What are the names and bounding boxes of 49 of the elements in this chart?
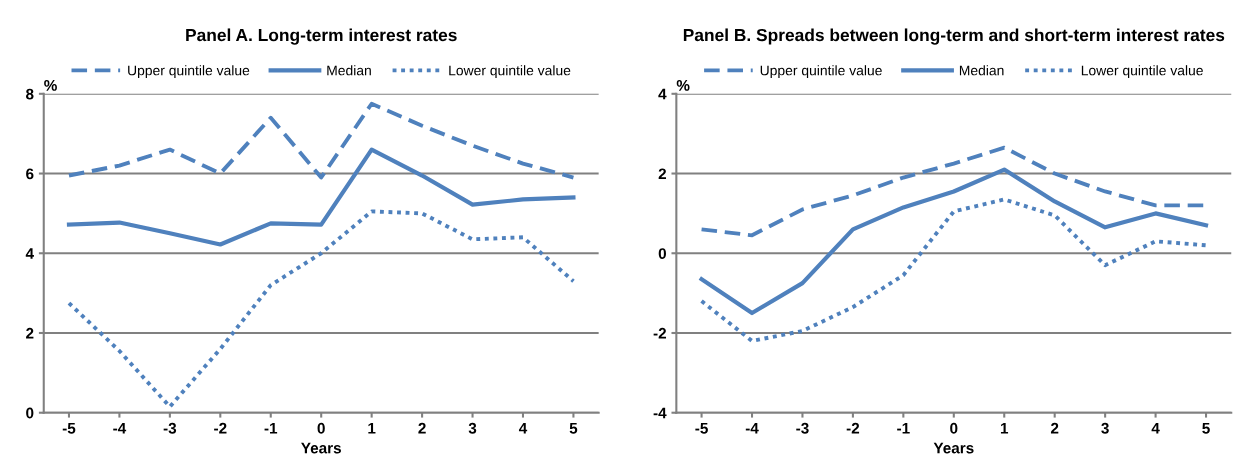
line-series <box>699 167 1209 316</box>
x-tick-label: -2 <box>214 422 227 434</box>
legend-label: Upper quintile value <box>128 65 250 79</box>
x-tick-label: -3 <box>796 422 809 434</box>
x-tick-label: -2 <box>846 422 860 434</box>
x-tick-label: 3 <box>468 422 477 434</box>
line-series <box>67 101 576 180</box>
x-tick-label: 1 <box>368 423 376 434</box>
x-tick-label: 5 <box>569 423 578 434</box>
y-tick-label: 0 <box>26 407 34 419</box>
y-tick-label: 4 <box>25 248 34 259</box>
line-series <box>699 197 1208 343</box>
y-tick-label: 4 <box>658 88 667 100</box>
legend-label: Upper quintile value <box>760 65 882 79</box>
x-tick-label: 0 <box>950 422 958 434</box>
legend-label: Median <box>327 65 371 76</box>
x-axis-title: Years <box>301 442 341 454</box>
y-tick-label: -2 <box>653 327 667 339</box>
x-tick-label: 0 <box>317 422 325 434</box>
x-tick-label: -4 <box>745 423 759 434</box>
legend-label: Lower quintile value <box>449 65 571 79</box>
y-tick-label: 2 <box>658 168 667 180</box>
y-axis-title: % <box>44 80 57 91</box>
x-tick-label: -3 <box>163 422 177 434</box>
x-axis-title: Years <box>933 442 974 454</box>
x-tick-label: -4 <box>113 423 127 434</box>
line-series <box>66 147 576 247</box>
x-tick-label: 1 <box>1000 423 1009 434</box>
y-tick-label: 0 <box>658 248 666 259</box>
y-tick-label: 2 <box>26 327 34 339</box>
x-tick-label: -5 <box>62 423 76 434</box>
x-tick-label: 4 <box>518 423 528 434</box>
x-tick-label: -1 <box>897 423 910 434</box>
y-tick-label: 8 <box>26 88 34 100</box>
legend-label: Lower quintile value <box>1081 65 1203 79</box>
x-tick-label: -1 <box>264 423 278 434</box>
x-tick-label: 4 <box>1151 423 1160 434</box>
x-tick-label: 5 <box>1202 423 1210 434</box>
chart-title: Panel A. Long-term interest rates <box>186 28 457 45</box>
x-tick-label: 2 <box>418 422 426 434</box>
y-tick-label: 6 <box>26 168 34 180</box>
x-tick-label: -5 <box>695 423 708 434</box>
x-tick-label: 3 <box>1101 422 1109 434</box>
line-series <box>67 209 576 409</box>
y-axis-title: % <box>676 80 690 91</box>
legend-label: Median <box>959 65 1004 76</box>
y-tick-label: -4 <box>653 407 667 419</box>
chart-title: Panel B. Spreads between long-term and short-term interest rates <box>683 28 1225 45</box>
x-tick-label: 2 <box>1050 422 1059 434</box>
